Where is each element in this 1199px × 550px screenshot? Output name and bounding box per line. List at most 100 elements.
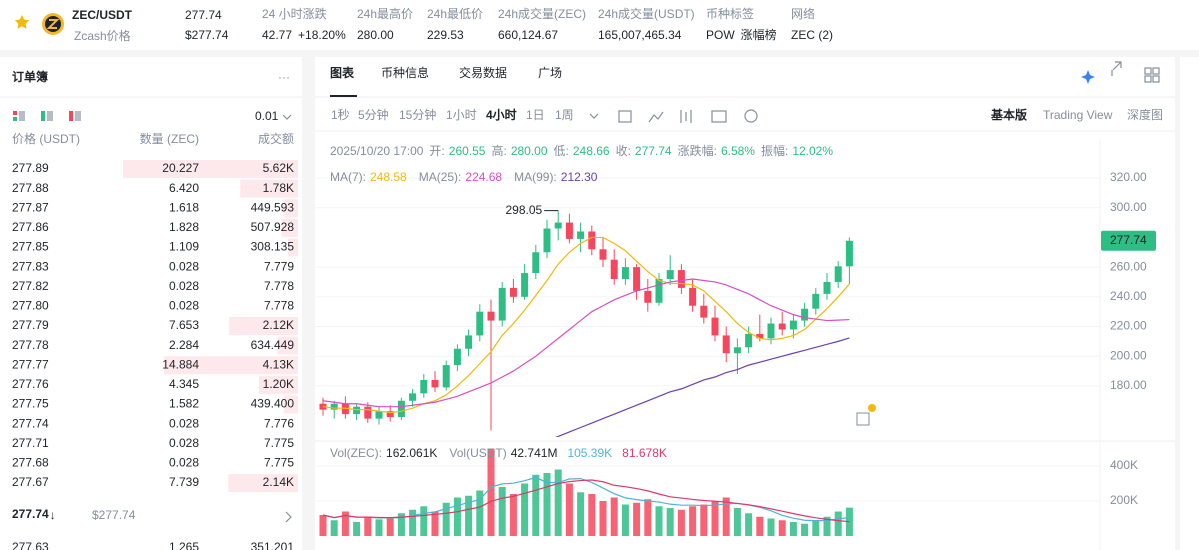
interval[interactable]: 1周 <box>555 108 574 122</box>
ask-total: 1.20K <box>263 377 294 391</box>
mode-icon[interactable] <box>41 111 45 121</box>
interval[interactable]: 5分钟 <box>358 107 389 122</box>
orderbook-menu[interactable]: ··· <box>278 70 290 84</box>
volume-bar <box>453 497 461 536</box>
tab[interactable]: 币种信息 <box>381 65 429 80</box>
interval[interactable]: 1秒 <box>331 108 350 122</box>
candle-body <box>767 323 775 339</box>
view-option[interactable]: 深度图 <box>1127 107 1163 122</box>
icon-chevron[interactable] <box>285 511 292 523</box>
last-usd: $277.74 <box>92 508 136 522</box>
candle-body <box>621 267 629 279</box>
info-label: 低: <box>554 144 569 158</box>
ask-qty: 6.420 <box>169 181 199 195</box>
stat-label: 24h成交量(ZEC) <box>498 6 586 21</box>
volume-value: 162.061K <box>386 446 437 460</box>
icon-grid-a[interactable] <box>1144 67 1152 75</box>
y-tick-label: 260.00 <box>1110 259 1147 273</box>
info-label: 涨跌幅: <box>678 143 717 158</box>
view-option[interactable]: Trading View <box>1043 108 1113 122</box>
orderbook-mode-icons <box>13 111 81 121</box>
volume-bar <box>509 494 517 536</box>
volume-bar <box>633 502 641 536</box>
ma-name: MA(25): <box>419 170 462 184</box>
volume-bar <box>767 518 775 536</box>
subtitle: Zcash价格 <box>74 28 131 43</box>
volume-bar <box>554 469 562 536</box>
mode-icon[interactable] <box>13 117 17 121</box>
view-option[interactable]: 基本版 <box>990 107 1027 122</box>
candle-body <box>509 287 517 297</box>
column-header: 成交额 <box>258 131 294 146</box>
icon-grid-c[interactable] <box>1144 75 1152 83</box>
volume-bar <box>341 511 349 536</box>
ask-total: 7.776 <box>264 416 294 430</box>
tab[interactable]: 交易数据 <box>459 65 507 80</box>
icon-drawing[interactable] <box>856 412 870 426</box>
mode-icon[interactable] <box>19 111 25 121</box>
depth-bar <box>228 474 298 492</box>
volume-bar <box>532 474 540 536</box>
candle-body <box>745 333 753 348</box>
volume-bar <box>823 516 831 536</box>
icon-candles[interactable] <box>680 110 692 123</box>
icon-interval-caret[interactable] <box>589 113 599 119</box>
step[interactable]: 0.01 <box>255 109 279 123</box>
volume-bar <box>711 501 719 536</box>
icon-grid-b[interactable] <box>1152 67 1160 75</box>
high-label: 298.05 <box>505 203 542 217</box>
icon-calendar[interactable] <box>618 110 632 123</box>
ma-line <box>322 479 850 523</box>
candle-body <box>543 228 551 253</box>
candle-body <box>801 308 809 321</box>
icon-indicator[interactable] <box>648 111 664 123</box>
ask-total: 2.12K <box>263 318 294 332</box>
volume-bar <box>834 511 842 536</box>
candle-body <box>845 240 853 267</box>
column-header: 价格 (USDT) <box>12 131 80 146</box>
icon-step-caret[interactable] <box>282 114 292 120</box>
volume-plot <box>315 448 1100 536</box>
depth-bar <box>229 317 298 335</box>
mode-icon[interactable] <box>47 111 53 121</box>
icon-settings[interactable] <box>744 109 758 123</box>
interval[interactable]: 15分钟 <box>399 107 436 122</box>
bid-cell: 1.265 <box>169 540 199 550</box>
candle-body <box>521 273 529 297</box>
stat-label: 币种标签 <box>706 6 754 21</box>
icon-ai[interactable] <box>1081 70 1095 84</box>
candle-body <box>677 270 685 288</box>
candle-body <box>375 411 383 419</box>
volume-tick-label: 200K <box>1110 493 1138 507</box>
mode-icon[interactable] <box>13 111 17 115</box>
stat-label: 24h最高价 <box>357 6 413 21</box>
ma-line <box>322 236 850 414</box>
volume-bar <box>577 492 585 536</box>
tab[interactable]: 图表 <box>330 65 355 80</box>
icon-expand[interactable] <box>1111 61 1122 76</box>
interval[interactable]: 1日 <box>526 108 545 122</box>
icon-layout[interactable] <box>711 110 727 123</box>
icon-grid-d[interactable] <box>1152 75 1160 83</box>
stat-value: ZEC (2) <box>791 28 833 42</box>
mode-icon[interactable] <box>69 111 73 121</box>
favorite-star[interactable] <box>14 15 30 29</box>
volume-ma-value: 105.39K <box>567 446 612 460</box>
interval[interactable]: 4小时 <box>486 107 517 122</box>
mode-icon[interactable] <box>75 111 81 121</box>
volume-bar <box>644 499 652 536</box>
depth-bar <box>283 395 298 414</box>
tab[interactable]: 广场 <box>538 66 562 80</box>
ask-price: 277.78 <box>12 338 49 352</box>
volume-bar <box>610 497 618 536</box>
y-tick-label: 220.00 <box>1110 319 1147 333</box>
candle-body <box>397 400 405 418</box>
volume-bar <box>789 522 797 536</box>
ask-qty: 1.828 <box>169 220 199 234</box>
interval[interactable]: 1小时 <box>446 108 477 122</box>
ma-line <box>555 337 850 437</box>
ask-price: 277.85 <box>12 240 49 254</box>
ask-qty: 0.028 <box>169 299 199 313</box>
candle-body <box>812 293 820 309</box>
